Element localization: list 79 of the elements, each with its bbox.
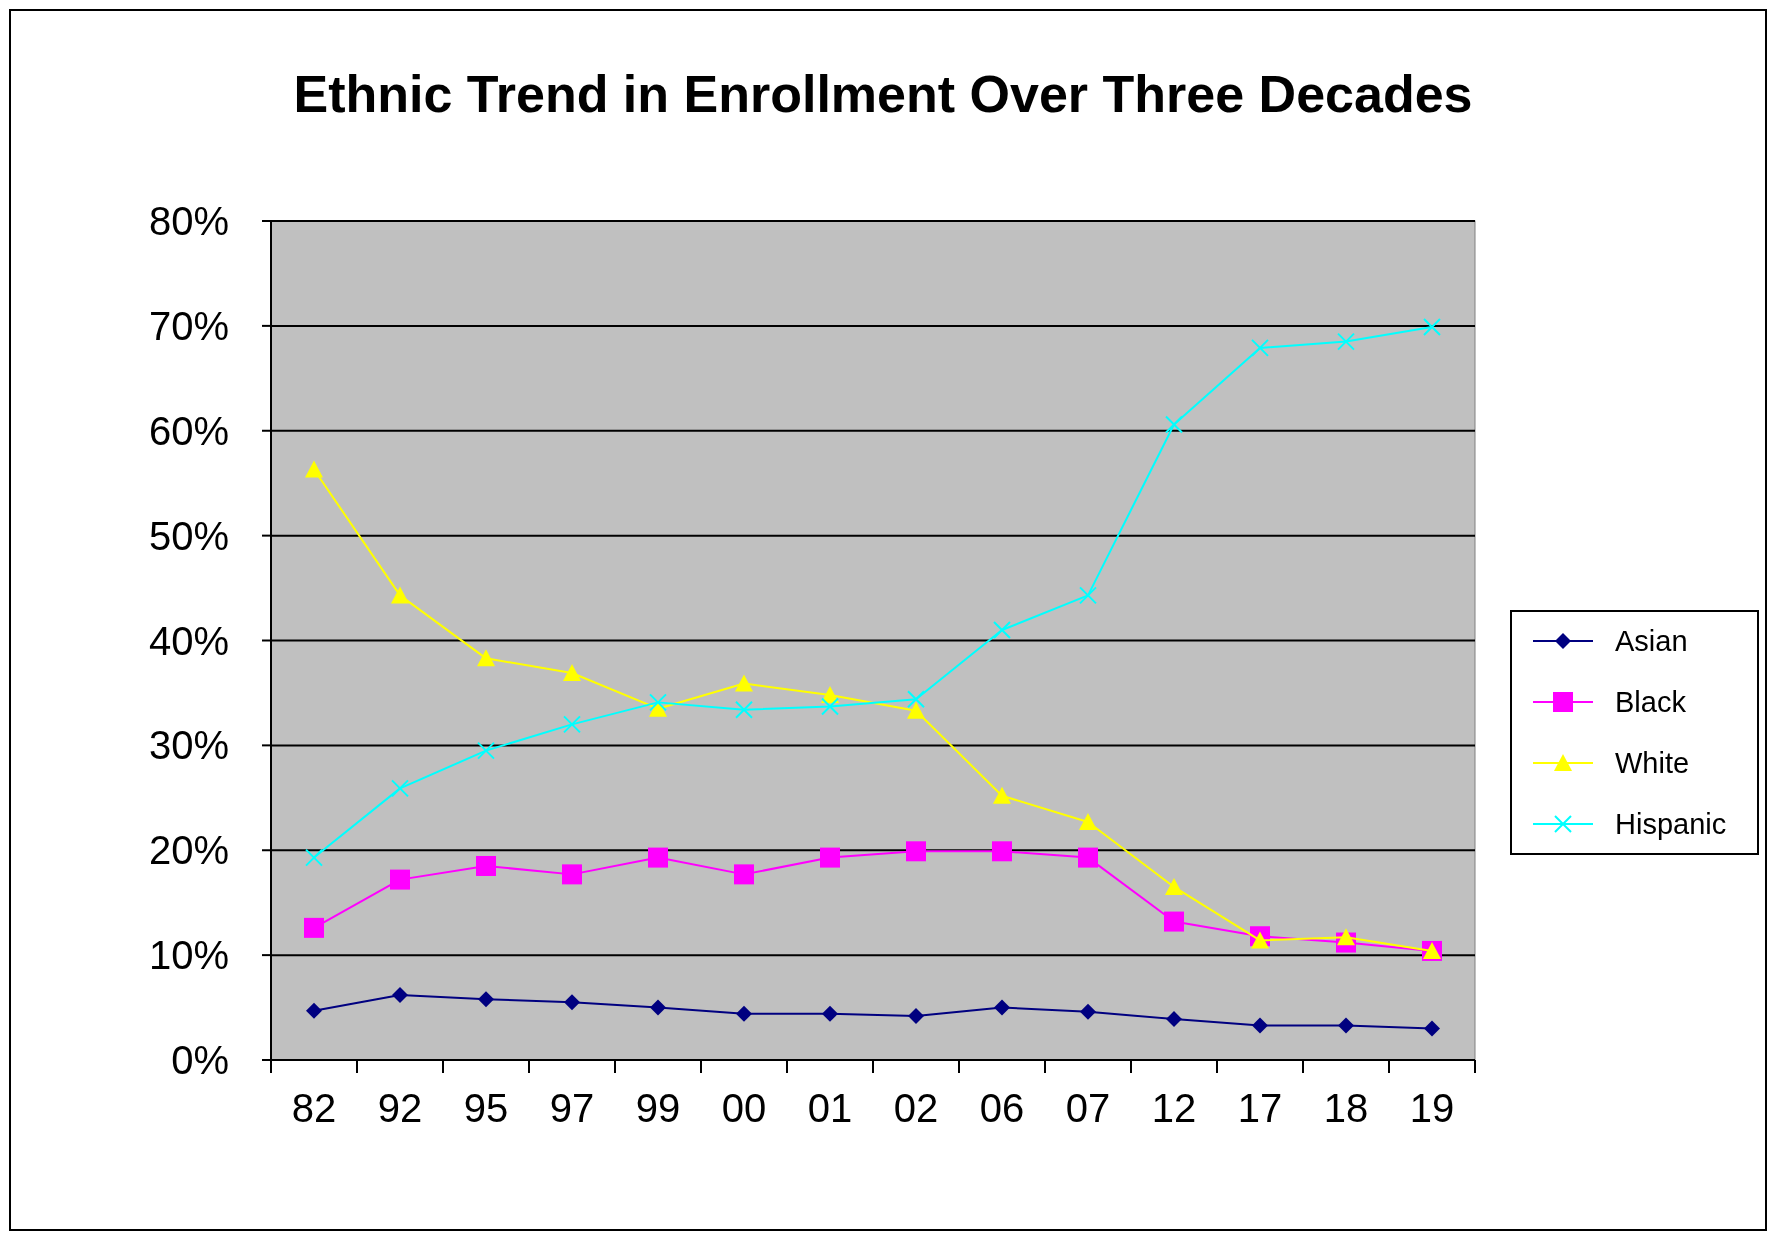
point [305, 848, 323, 867]
x-tick-label: 97 [549, 1086, 595, 1130]
x-tick-label: 82 [291, 1086, 337, 1130]
point [478, 991, 494, 1008]
point [994, 999, 1010, 1016]
point [735, 700, 753, 719]
point [735, 674, 753, 692]
x-tick-label: 00 [721, 1086, 767, 1130]
point [305, 460, 323, 478]
y-tick-label: 20% [148, 828, 229, 873]
point [1337, 332, 1355, 351]
point [1252, 1017, 1268, 1034]
point [907, 690, 925, 709]
x-tick-label: 99 [635, 1086, 681, 1130]
y-tick-label: 80% [148, 199, 229, 243]
x-tick-label: 92 [377, 1086, 423, 1130]
point [1338, 1017, 1354, 1034]
point [906, 841, 926, 862]
y-tick-label: 60% [148, 408, 229, 453]
x-tick-label: 07 [1065, 1086, 1111, 1130]
y-tick-label: 30% [148, 723, 229, 768]
point [391, 779, 409, 798]
legend-label: White [1615, 747, 1690, 779]
point [1165, 415, 1183, 434]
point [648, 847, 668, 868]
point [564, 994, 580, 1011]
point [993, 621, 1011, 640]
y-tick-label: 0% [171, 1038, 229, 1082]
x-tick-label: 02 [893, 1086, 939, 1130]
point [562, 864, 582, 885]
x-tick-label: 95 [463, 1086, 509, 1130]
point [563, 664, 581, 682]
point [1080, 1003, 1096, 1020]
x-tick-label: 01 [807, 1086, 853, 1130]
point [907, 701, 925, 719]
x-tick-label: 17 [1237, 1086, 1283, 1130]
y-tick-label: 10% [148, 933, 229, 978]
legend-label: Asian [1615, 625, 1688, 657]
point [736, 1005, 752, 1022]
x-tick-label: 18 [1323, 1086, 1369, 1130]
chart-title: Ethnic Trend in Enrollment Over Three Decades [293, 65, 1473, 123]
point [1424, 1020, 1440, 1037]
point [820, 847, 840, 868]
point [476, 855, 496, 876]
x-tick-label: 06 [979, 1086, 1025, 1130]
point [306, 1002, 322, 1019]
point [1251, 338, 1269, 357]
point [390, 869, 410, 890]
point [1337, 928, 1355, 946]
point [650, 999, 666, 1016]
point [392, 986, 408, 1003]
point [993, 786, 1011, 804]
point [1251, 931, 1269, 949]
point [734, 864, 754, 885]
point [992, 841, 1012, 862]
point [1164, 911, 1184, 932]
point [304, 917, 324, 938]
point [1166, 1011, 1182, 1028]
point [477, 741, 495, 760]
point [649, 693, 667, 712]
point [1079, 812, 1097, 830]
point [821, 697, 839, 716]
y-tick-label: 70% [148, 303, 229, 348]
point [391, 586, 409, 604]
point [1078, 847, 1098, 868]
point [1165, 877, 1183, 895]
x-tick-label: 12 [1151, 1086, 1197, 1130]
point [477, 649, 495, 667]
point [822, 1005, 838, 1022]
y-tick-label: 50% [148, 513, 229, 558]
x-tick-label: 19 [1409, 1086, 1455, 1130]
point [821, 686, 839, 704]
y-tick-label: 40% [148, 618, 229, 663]
point [908, 1007, 924, 1024]
point [1079, 586, 1097, 605]
point [563, 715, 581, 734]
legend-label: Black [1615, 686, 1687, 718]
legend-label: Hispanic [1615, 808, 1727, 840]
point [1423, 317, 1441, 336]
